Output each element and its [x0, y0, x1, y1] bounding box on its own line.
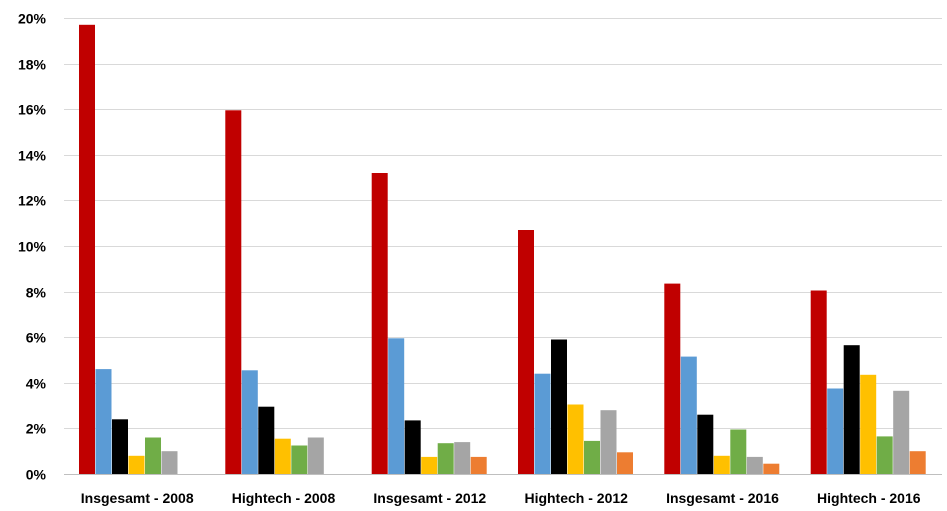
- bar: [730, 429, 747, 474]
- bar: [404, 420, 421, 474]
- bar: [437, 443, 454, 474]
- bar: [145, 437, 161, 474]
- bar: [664, 283, 681, 474]
- bar: [697, 414, 714, 474]
- y-tick-label: 20%: [18, 11, 47, 27]
- y-tick-label: 2%: [26, 421, 47, 437]
- bar: [470, 456, 487, 474]
- bar: [763, 463, 780, 474]
- bar: [112, 419, 128, 474]
- bar: [307, 437, 324, 474]
- bar: [79, 24, 95, 475]
- bar: [567, 404, 584, 474]
- bar: [810, 290, 827, 474]
- x-axis-category-labels: Insgesamt - 2008 Hightech - 2008 Insgesamt…: [81, 490, 921, 506]
- bar: [241, 370, 258, 474]
- bar: [274, 438, 291, 474]
- y-axis-tick-labels: 0% 2% 4% 6% 8% 10% 12% 14% 16% 18% 20%: [18, 11, 47, 483]
- y-tick-label: 16%: [18, 102, 47, 118]
- bar: [746, 456, 763, 474]
- bar: [534, 373, 551, 474]
- bar: [843, 345, 860, 474]
- bar: [371, 173, 388, 474]
- y-tick-label: 12%: [18, 193, 47, 209]
- gridlines: [64, 18, 942, 429]
- bar: [860, 374, 877, 474]
- y-tick-label: 8%: [26, 285, 47, 301]
- bar: [909, 451, 926, 474]
- bar: [388, 338, 405, 474]
- bar: [617, 452, 633, 474]
- bar: [161, 451, 178, 474]
- x-category-label: Insgesamt - 2012: [373, 490, 486, 506]
- x-category-label: Insgesamt - 2008: [81, 490, 194, 506]
- y-tick-label: 4%: [26, 376, 47, 392]
- bar: [713, 455, 730, 474]
- y-tick-label: 18%: [18, 57, 47, 73]
- bar: [258, 406, 275, 474]
- bar: [454, 442, 471, 474]
- y-tick-label: 6%: [26, 330, 47, 346]
- bar: [518, 230, 534, 474]
- bar: [600, 410, 617, 474]
- bars: [79, 24, 926, 475]
- bar: [827, 388, 844, 474]
- bar: [421, 456, 438, 474]
- y-tick-label: 0%: [26, 467, 47, 483]
- x-category-label: Hightech - 2008: [232, 490, 336, 506]
- x-category-label: Hightech - 2016: [817, 490, 921, 506]
- bar: [225, 110, 242, 475]
- bar: [584, 440, 600, 474]
- bar: [551, 339, 567, 474]
- bar: [876, 436, 893, 474]
- x-category-label: Insgesamt - 2016: [666, 490, 779, 506]
- bar: [893, 390, 910, 474]
- y-tick-label: 10%: [18, 239, 47, 255]
- x-category-label: Hightech - 2012: [524, 490, 628, 506]
- bar: [128, 455, 145, 474]
- y-tick-label: 14%: [18, 148, 47, 164]
- bar: [291, 445, 308, 474]
- bar: [95, 369, 112, 474]
- bar: [680, 356, 697, 474]
